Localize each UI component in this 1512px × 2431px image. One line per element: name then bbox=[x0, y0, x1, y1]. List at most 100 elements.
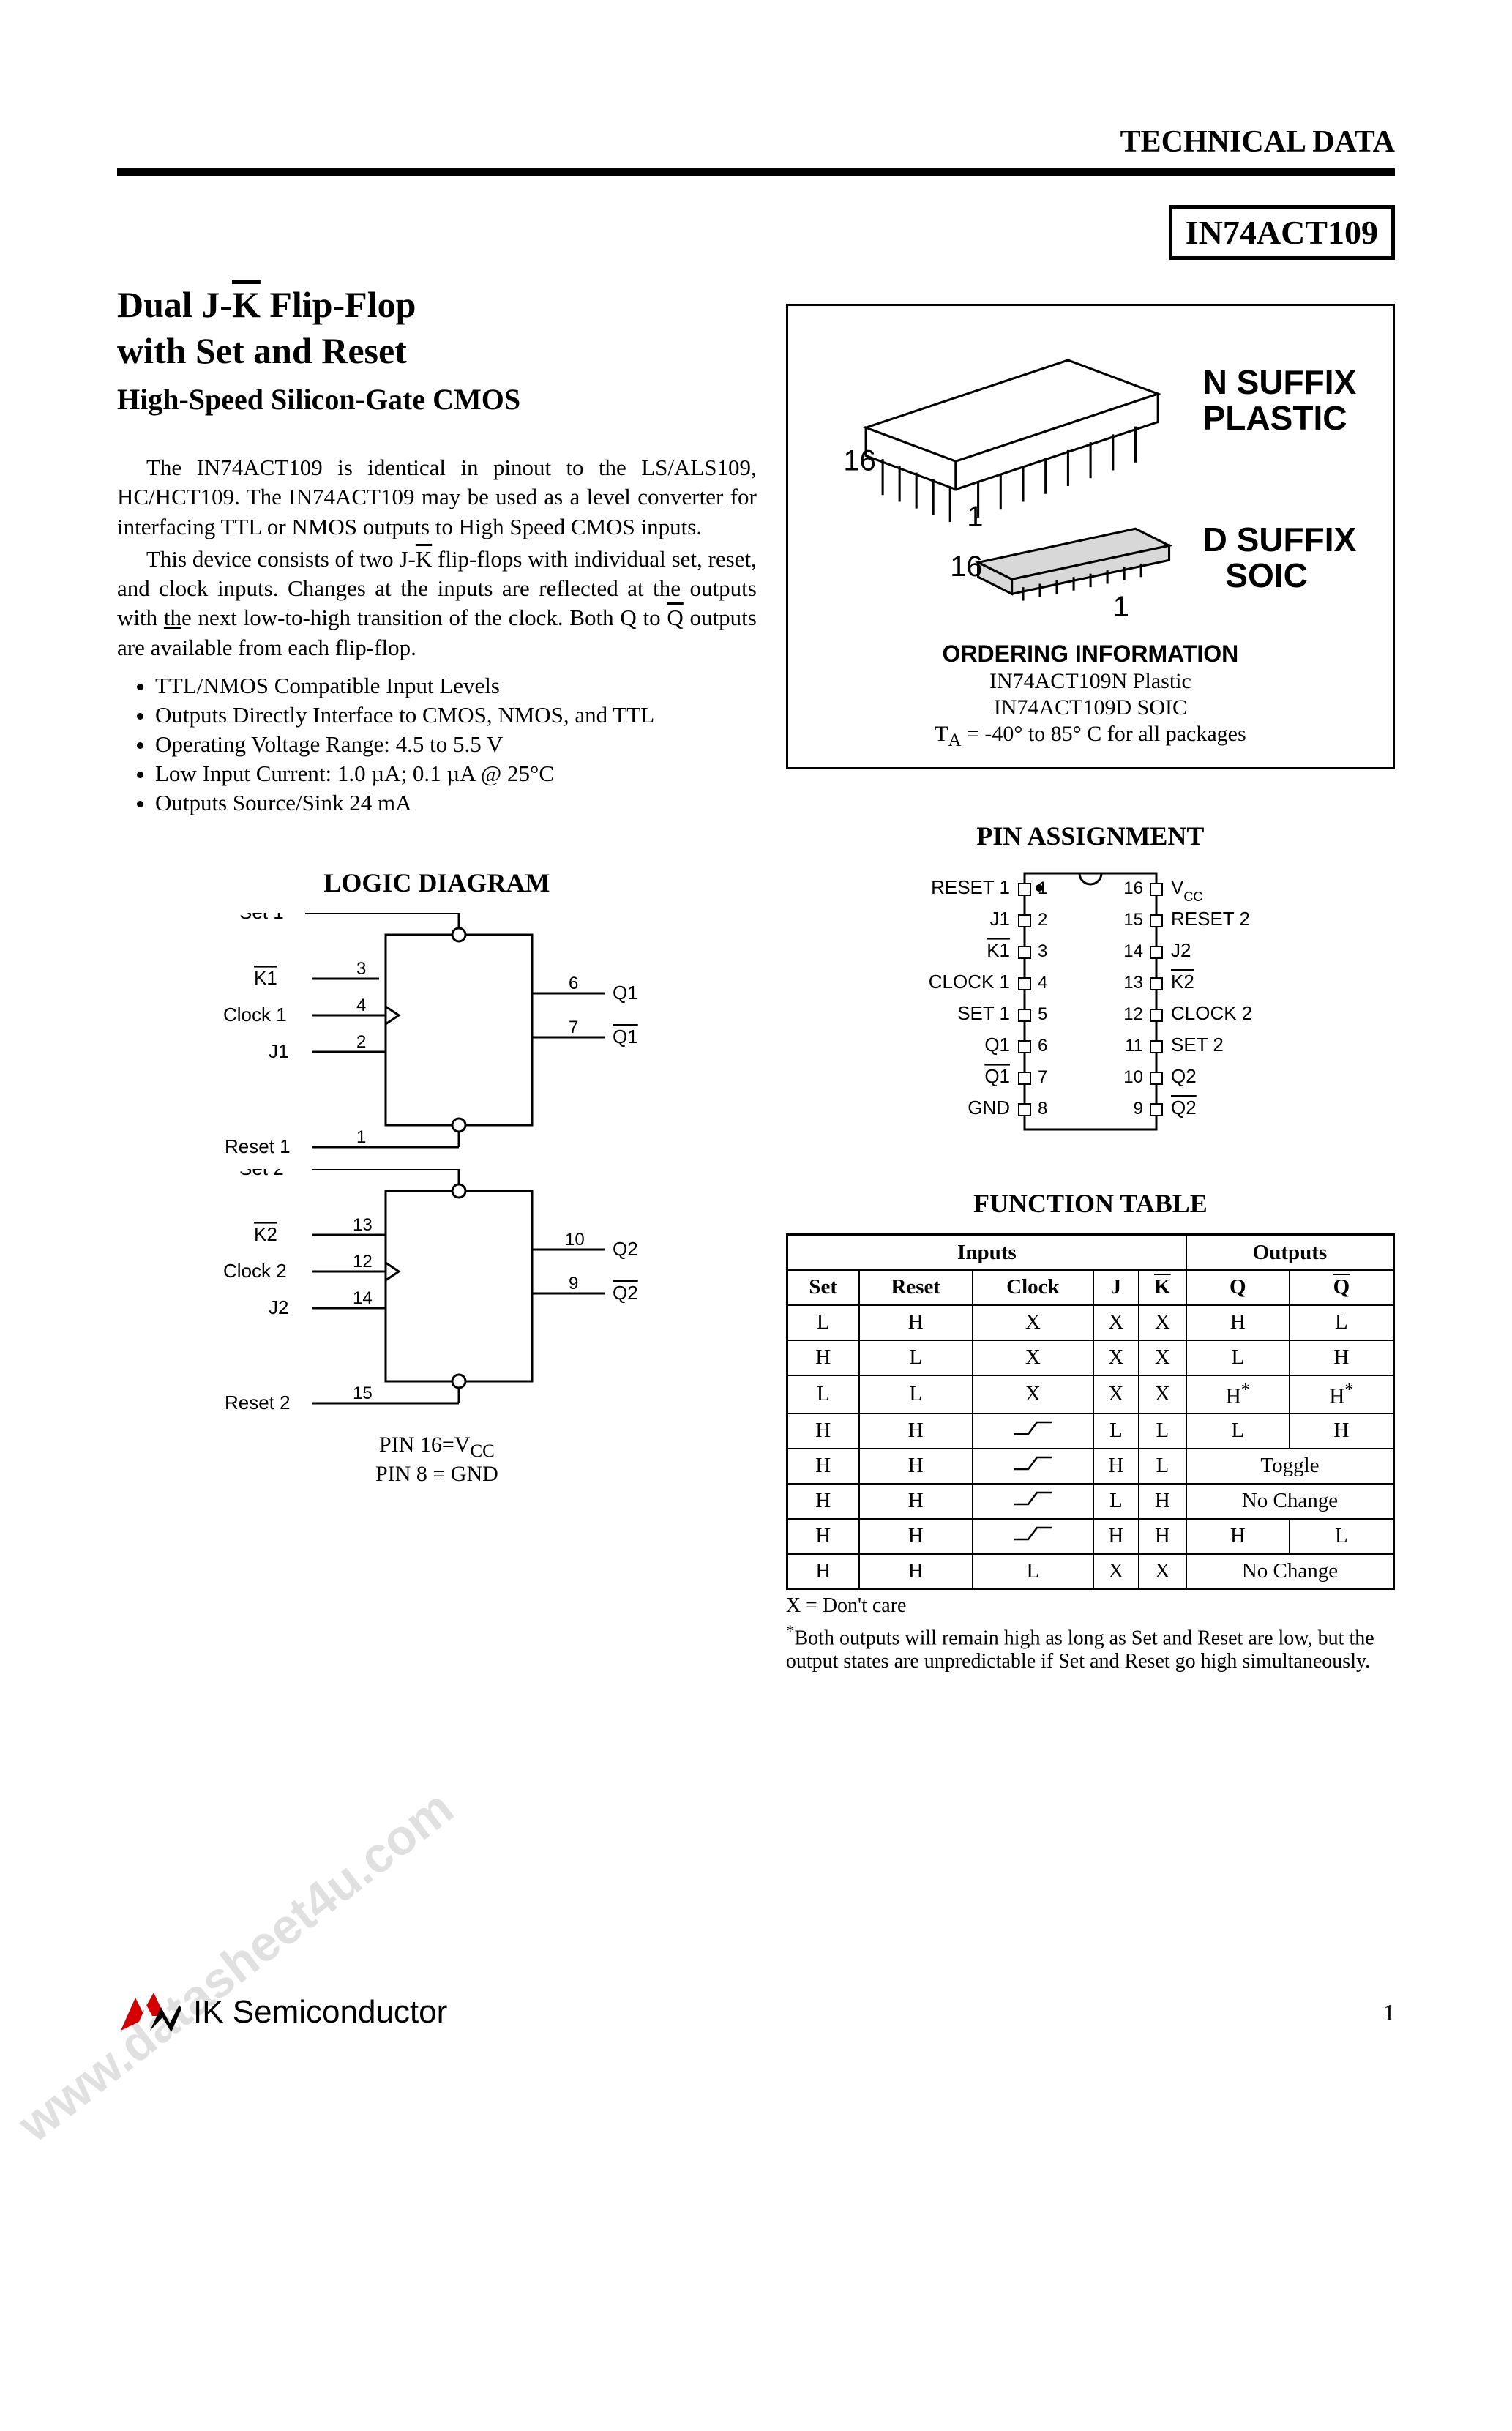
logic-diagram-ff2: Set 2 K2 Clock 2 J2 Reset 2 11 13 12 14 … bbox=[210, 1169, 664, 1411]
logic-label: Clock 1 bbox=[223, 1004, 287, 1026]
logic-label: J1 bbox=[269, 1040, 288, 1062]
svg-text:8: 8 bbox=[1038, 1099, 1047, 1119]
brand-name: IK Semiconductor bbox=[193, 1994, 447, 2031]
footnote-star: *Both outputs will remain high as long a… bbox=[786, 1622, 1395, 1673]
table-row: LHXXXHL bbox=[787, 1305, 1393, 1340]
part-number-box: IN74ACT109 bbox=[1169, 205, 1395, 260]
svg-text:10: 10 bbox=[1123, 1067, 1143, 1087]
table-row: HHHLToggle bbox=[787, 1449, 1393, 1484]
logic-label: Set 1 bbox=[239, 913, 284, 923]
svg-text:16: 16 bbox=[950, 550, 982, 583]
feature-item: Operating Voltage Range: 4.5 to 5.5 V bbox=[155, 731, 757, 758]
header-technical: TECHNICAL DATA bbox=[117, 124, 1395, 160]
svg-text:K2: K2 bbox=[1171, 971, 1194, 993]
subtitle: High-Speed Silicon-Gate CMOS bbox=[117, 382, 757, 417]
table-row: HHHHHL bbox=[787, 1519, 1393, 1554]
svg-text:SET 2: SET 2 bbox=[1171, 1034, 1224, 1056]
svg-text:1: 1 bbox=[356, 1127, 366, 1147]
package-drawings: 16 1 N SUFFIX PLASTIC bbox=[798, 326, 1382, 630]
svg-text:16: 16 bbox=[843, 444, 875, 477]
footnote-x: X = Don't care bbox=[786, 1594, 1395, 1618]
svg-text:J2: J2 bbox=[269, 1296, 288, 1318]
pin-assignment-diagram: 1RESET 12J13K14CLOCK 15SET 16Q17Q18GND16… bbox=[886, 866, 1295, 1137]
svg-text:J2: J2 bbox=[1171, 939, 1191, 961]
svg-text:3: 3 bbox=[356, 959, 366, 979]
svg-text:Q2: Q2 bbox=[613, 1282, 638, 1304]
logic-label: Reset 1 bbox=[225, 1135, 291, 1154]
svg-text:12: 12 bbox=[353, 1252, 373, 1271]
logic-label: Q1 bbox=[613, 982, 638, 1004]
function-table-heading: FUNCTION TABLE bbox=[786, 1188, 1395, 1219]
svg-text:13: 13 bbox=[1123, 973, 1143, 993]
svg-text:Q2: Q2 bbox=[1171, 1097, 1197, 1119]
feature-item: TTL/NMOS Compatible Input Levels bbox=[155, 673, 757, 699]
page: TECHNICAL DATA IN74ACT109 Dual J-K Flip-… bbox=[0, 0, 1512, 2140]
svg-text:Set 2: Set 2 bbox=[239, 1169, 284, 1179]
main-columns: Dual J-K Flip-Flopwith Set and Reset Hig… bbox=[117, 282, 1395, 1673]
svg-text:4: 4 bbox=[356, 996, 366, 1015]
svg-text:9: 9 bbox=[1134, 1099, 1143, 1119]
svg-text:2: 2 bbox=[356, 1032, 366, 1052]
svg-text:7: 7 bbox=[569, 1017, 578, 1037]
svg-text:D SUFFIX: D SUFFIX bbox=[1202, 520, 1356, 559]
svg-text:VCC: VCC bbox=[1171, 876, 1202, 904]
svg-text:Q2: Q2 bbox=[613, 1238, 638, 1260]
left-column: Dual J-K Flip-Flopwith Set and Reset Hig… bbox=[117, 282, 757, 1673]
brand-logo: IK Semiconductor bbox=[117, 1987, 447, 2038]
svg-text:Q1: Q1 bbox=[984, 1034, 1010, 1056]
svg-text:6: 6 bbox=[569, 974, 578, 993]
svg-text:15: 15 bbox=[1123, 910, 1143, 930]
title: Dual J-K Flip-Flopwith Set and Reset bbox=[117, 282, 757, 373]
svg-text:5: 5 bbox=[1038, 1004, 1047, 1024]
svg-text:14: 14 bbox=[1123, 941, 1143, 961]
svg-text:15: 15 bbox=[353, 1383, 373, 1403]
feature-item: Outputs Directly Interface to CMOS, NMOS… bbox=[155, 702, 757, 728]
feature-item: Outputs Source/Sink 24 mA bbox=[155, 790, 757, 816]
svg-text:6: 6 bbox=[1038, 1036, 1047, 1056]
svg-text:1: 1 bbox=[1113, 591, 1129, 623]
svg-text:2: 2 bbox=[1038, 910, 1047, 930]
ordering-heading: ORDERING INFORMATION bbox=[798, 641, 1382, 668]
logo-icon bbox=[117, 1987, 183, 2038]
svg-text:Q2: Q2 bbox=[1171, 1065, 1197, 1087]
logic-diagram-ff1: Set 1 K1 Clock 1 J1 Reset 1 5 3 4 2 1 6 … bbox=[210, 913, 664, 1154]
package-box: 16 1 N SUFFIX PLASTIC bbox=[786, 304, 1395, 769]
svg-text:4: 4 bbox=[1038, 973, 1047, 993]
logic-diagram-heading: LOGIC DIAGRAM bbox=[117, 867, 757, 898]
ordering-line: IN74ACT109N Plastic bbox=[798, 669, 1382, 694]
logic-label: Q1 bbox=[613, 1026, 638, 1048]
svg-text:RESET 1: RESET 1 bbox=[931, 876, 1010, 898]
table-row: HLXXXLH bbox=[787, 1340, 1393, 1375]
table-row: HHLHNo Change bbox=[787, 1484, 1393, 1519]
th-inputs: Inputs bbox=[787, 1235, 1186, 1270]
logic-pin-note: PIN 16=VCC PIN 8 = GND bbox=[117, 1433, 757, 1487]
paragraph-2: This device consists of two J-K flip-flo… bbox=[117, 545, 757, 662]
svg-text:K1: K1 bbox=[987, 939, 1010, 961]
table-row: HHLXXNo Change bbox=[787, 1554, 1393, 1589]
svg-text:10: 10 bbox=[565, 1230, 585, 1250]
function-table: Inputs Outputs Set Reset Clock J K Q Q L… bbox=[786, 1233, 1395, 1590]
footer: IK Semiconductor 1 bbox=[117, 1987, 1395, 2038]
svg-text:Reset 2: Reset 2 bbox=[225, 1392, 291, 1411]
svg-text:13: 13 bbox=[353, 1215, 373, 1235]
paragraph-1: The IN74ACT109 is identical in pinout to… bbox=[117, 453, 757, 542]
feature-item: Low Input Current: 1.0 µA; 0.1 µA @ 25°C bbox=[155, 761, 757, 787]
table-row: HHLLLH bbox=[787, 1414, 1393, 1449]
svg-text:CLOCK 1: CLOCK 1 bbox=[929, 971, 1010, 993]
svg-text:PLASTIC: PLASTIC bbox=[1202, 399, 1347, 437]
svg-text:11: 11 bbox=[1125, 1036, 1143, 1056]
header-rule bbox=[117, 168, 1395, 176]
svg-text:3: 3 bbox=[1038, 941, 1047, 961]
svg-text:CLOCK 2: CLOCK 2 bbox=[1171, 1002, 1252, 1024]
svg-text:1: 1 bbox=[967, 501, 983, 533]
svg-text:Q1: Q1 bbox=[984, 1065, 1010, 1087]
svg-text:7: 7 bbox=[1038, 1067, 1047, 1087]
pin-assignment-heading: PIN ASSIGNMENT bbox=[786, 821, 1395, 851]
svg-text:12: 12 bbox=[1123, 1004, 1143, 1024]
th-outputs: Outputs bbox=[1186, 1235, 1394, 1270]
svg-text:SET 1: SET 1 bbox=[957, 1002, 1010, 1024]
svg-text:9: 9 bbox=[569, 1274, 578, 1293]
watermark-left: www.datasheet4u.com bbox=[7, 1779, 464, 2153]
svg-text:J1: J1 bbox=[989, 908, 1009, 930]
svg-text:GND: GND bbox=[968, 1097, 1010, 1119]
